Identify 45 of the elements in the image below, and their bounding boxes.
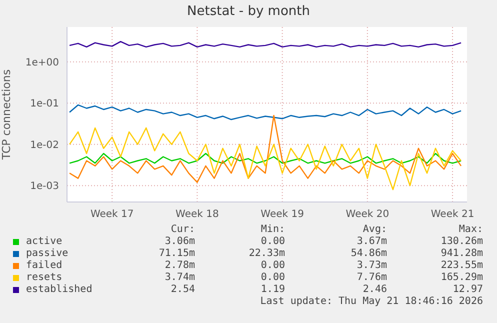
text: 3.74m — [164, 272, 195, 283]
text: Max: — [458, 224, 483, 235]
text: Avg: — [362, 224, 387, 235]
y-tick-label: 1e-03 — [30, 181, 59, 192]
legend-label: failed — [26, 260, 62, 271]
text: 165.29m — [440, 272, 483, 283]
y-tick-label: 1e-01 — [30, 98, 59, 110]
text: 2.46 — [362, 284, 387, 295]
text: Last update: Thu May 21 18:46:16 2026 — [259, 296, 483, 307]
legend-label: resets — [26, 272, 62, 283]
text: 54.86m — [350, 248, 387, 259]
y-tick-label: 1e-02 — [30, 140, 59, 151]
text: 130.26m — [440, 236, 483, 247]
legend-label: active — [26, 236, 62, 247]
chart-title: Netstat - by month — [186, 4, 311, 19]
legend-label: passive — [26, 248, 68, 259]
line-series — [68, 152, 462, 164]
text: 22.33m — [248, 248, 285, 259]
y-axis-title: TCP connections — [0, 69, 13, 161]
line-series — [68, 114, 462, 183]
text: 0.00 — [260, 272, 285, 283]
text: 1.19 — [260, 284, 285, 295]
text: 71.15m — [158, 248, 195, 259]
x-tick-label: Week 21 — [430, 209, 474, 220]
text: 3.06m — [164, 236, 195, 247]
x-tick-label: Week 17 — [90, 209, 134, 220]
text: 2.78m — [164, 260, 195, 271]
text: Min: — [260, 224, 285, 235]
legend-label: established — [26, 284, 92, 295]
line-series — [68, 127, 462, 190]
text: 0.00 — [260, 260, 285, 271]
text: Cur: — [170, 224, 195, 235]
y-tick-label: 1e+00 — [25, 57, 59, 68]
x-tick-label: Week 18 — [176, 209, 219, 220]
text: 941.28m — [440, 248, 483, 259]
text: 0.00 — [260, 236, 285, 247]
x-tick-label: Week 19 — [260, 209, 304, 220]
text: 3.73m — [356, 260, 387, 271]
text: 2.54 — [170, 284, 195, 295]
x-tick-label: Week 20 — [346, 209, 390, 220]
text: 3.67m — [356, 236, 387, 247]
text: 7.76m — [356, 272, 387, 283]
text: 12.97 — [452, 284, 483, 295]
line-series — [68, 104, 462, 120]
text: 223.55m — [440, 260, 483, 271]
